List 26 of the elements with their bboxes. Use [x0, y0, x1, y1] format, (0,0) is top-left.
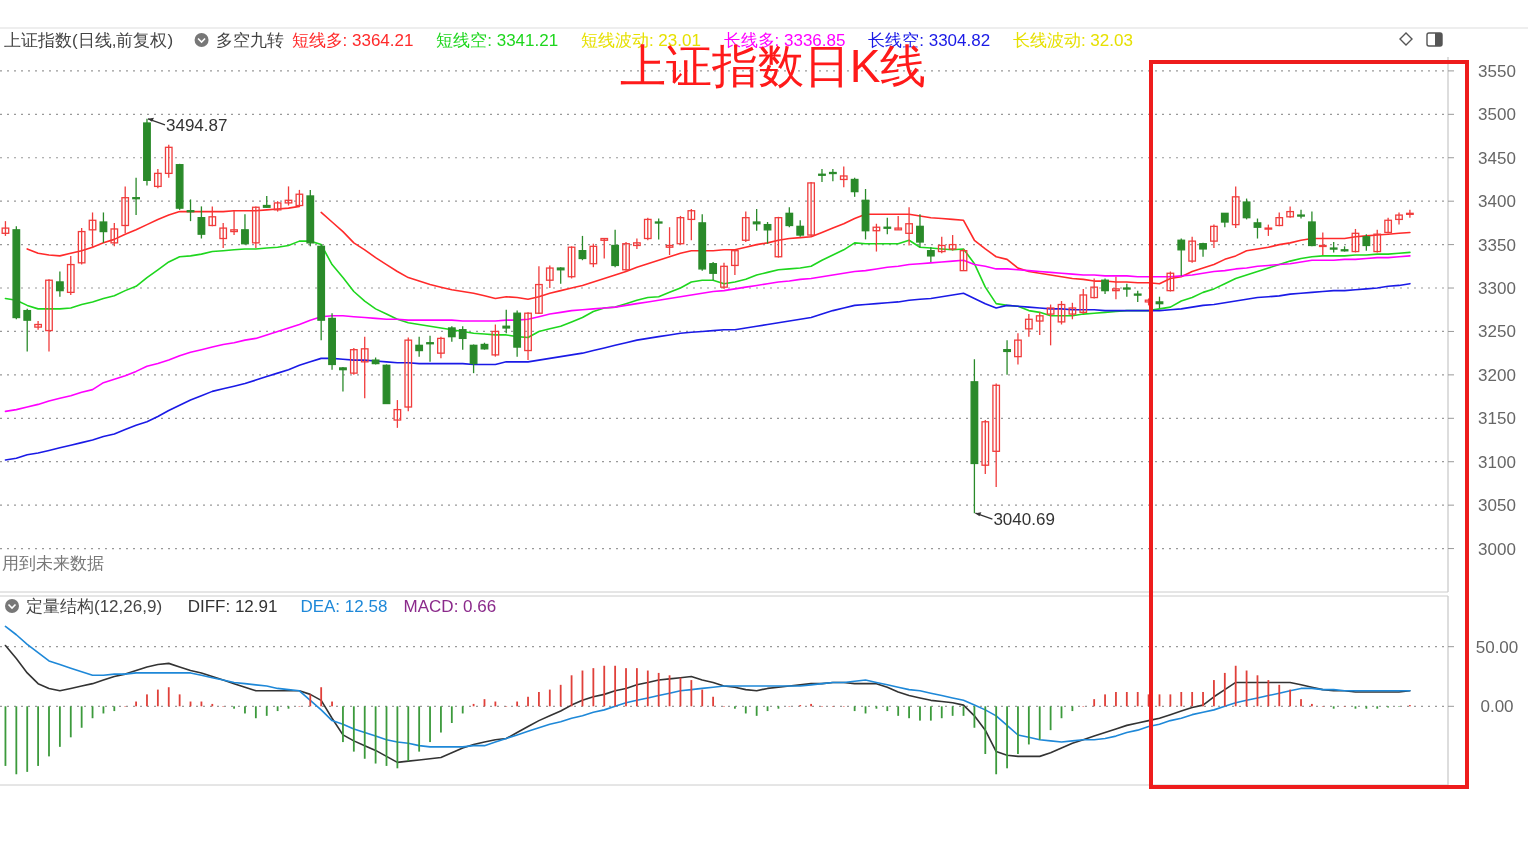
text: 短线多: 3364.21 — [291, 31, 414, 50]
annotation: 3040.69 — [993, 510, 1055, 530]
y-tick-label: 3050 — [1478, 496, 1516, 516]
y-tick-label: 3200 — [1478, 365, 1516, 385]
text: 多空九转 — [215, 31, 284, 50]
y-tick-label: 3100 — [1478, 452, 1516, 472]
chart-title: 定量结构(12,26,9) — [26, 597, 163, 616]
annotation: 用到未来数据 — [2, 554, 104, 573]
y-tick-label: 3550 — [1478, 61, 1516, 81]
y-tick-label: 3400 — [1478, 192, 1516, 212]
text: 短线空: 3341.21 — [436, 31, 559, 50]
y-tick-label: 3350 — [1478, 235, 1516, 255]
annotation: MACD: 0.66 — [403, 597, 497, 616]
text: 长线波动: 32.03 — [1012, 31, 1133, 50]
text: DEA: 12.58 — [300, 597, 388, 616]
y-tick-label: 50.00 — [1475, 637, 1519, 657]
y-tick-label: 3300 — [1478, 279, 1516, 299]
chart-subtitle: 上证指数(日线,前复权) — [4, 31, 174, 50]
y-tick-label: 3500 — [1478, 105, 1516, 125]
y-tick-label: 3250 — [1478, 322, 1516, 342]
y-tick-label: 3450 — [1478, 148, 1516, 168]
y-tick-label: 0.00 — [1480, 697, 1514, 717]
text: DIFF: 12.91 — [187, 597, 278, 616]
annotation: 3494.87 — [165, 115, 228, 135]
y-tick-label: 3150 — [1478, 409, 1516, 429]
y-tick-label: 3000 — [1478, 539, 1516, 559]
